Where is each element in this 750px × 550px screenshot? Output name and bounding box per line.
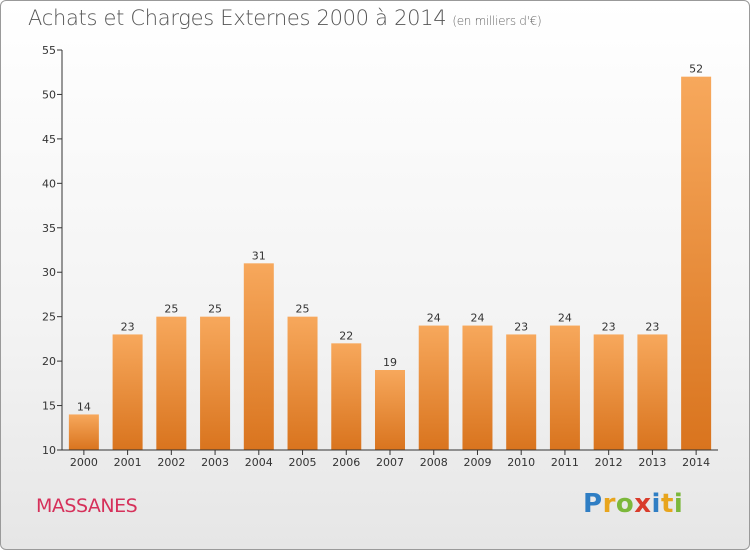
data-label: 24 <box>470 312 484 325</box>
data-label: 31 <box>252 249 266 262</box>
bar <box>506 334 537 450</box>
x-tick-label: 2003 <box>201 456 229 469</box>
x-tick-label: 2014 <box>682 456 710 469</box>
x-tick-label: 2008 <box>420 456 448 469</box>
y-tick-label: 15 <box>42 400 56 413</box>
x-tick-label: 2013 <box>638 456 666 469</box>
logo-letter: i <box>673 489 684 519</box>
x-tick-label: 2004 <box>245 456 273 469</box>
logo-letter: r <box>602 489 616 519</box>
y-tick-label: 35 <box>42 222 56 235</box>
bar <box>331 343 362 450</box>
bar <box>243 263 274 450</box>
proxiti-logo: Proxiti <box>583 489 683 519</box>
y-tick-label: 40 <box>42 177 56 190</box>
x-tick-label: 2001 <box>114 456 142 469</box>
data-label: 22 <box>339 329 353 342</box>
y-tick-label: 30 <box>42 266 56 279</box>
x-tick-label: 2002 <box>157 456 185 469</box>
data-label: 24 <box>558 312 572 325</box>
logo-letter: x <box>634 489 652 519</box>
data-label: 14 <box>77 400 91 413</box>
bar <box>637 334 668 450</box>
x-tick-label: 2006 <box>332 456 360 469</box>
bar <box>68 414 99 450</box>
x-tick-label: 2010 <box>507 456 535 469</box>
labels: 10 15 20 25 30 35 40 45 50 55 14 2000 23 2001 25 2002 25… <box>42 44 710 469</box>
commune-name: MASSANES <box>36 495 138 517</box>
bar <box>287 316 318 450</box>
logo-letter: i <box>651 489 661 519</box>
bar <box>112 334 143 450</box>
y-tick-label: 10 <box>42 444 56 457</box>
y-tick-label: 20 <box>42 355 56 368</box>
chart-title-text: Achats et Charges Externes 2000 à 2014 <box>28 6 447 30</box>
data-label: 23 <box>645 320 659 333</box>
x-tick-label: 2005 <box>289 456 317 469</box>
bar <box>593 334 624 450</box>
bars <box>68 76 712 451</box>
data-label: 25 <box>164 303 178 316</box>
y-tick-label: 25 <box>42 311 56 324</box>
bar <box>375 370 405 450</box>
data-label: 25 <box>208 303 222 316</box>
bar <box>200 316 231 450</box>
data-label: 23 <box>602 320 616 333</box>
chart-unit: (en milliers d'€) <box>452 14 542 28</box>
bar <box>462 325 493 450</box>
logo-letter: t <box>660 489 674 519</box>
x-tick-label: 2009 <box>463 456 491 469</box>
chart-title: Achats et Charges Externes 2000 à 2014 (e… <box>28 6 542 30</box>
data-label: 24 <box>427 312 441 325</box>
data-label: 52 <box>689 63 703 76</box>
data-label: 23 <box>121 320 135 333</box>
x-tick-label: 2012 <box>595 456 623 469</box>
x-tick-label: 2007 <box>376 456 404 469</box>
logo-letter: o <box>615 489 635 519</box>
data-label: 23 <box>514 320 528 333</box>
bar <box>549 325 580 450</box>
y-tick-label: 55 <box>42 44 56 57</box>
data-label: 19 <box>383 356 397 369</box>
axes <box>57 49 718 455</box>
data-label: 25 <box>296 303 310 316</box>
logo-letter: P <box>583 489 603 519</box>
bar <box>156 316 187 450</box>
y-tick-label: 50 <box>42 88 56 101</box>
bar <box>418 325 449 450</box>
x-tick-label: 2011 <box>551 456 579 469</box>
y-tick-label: 45 <box>42 133 56 146</box>
bar <box>681 76 712 451</box>
x-tick-label: 2000 <box>70 456 98 469</box>
